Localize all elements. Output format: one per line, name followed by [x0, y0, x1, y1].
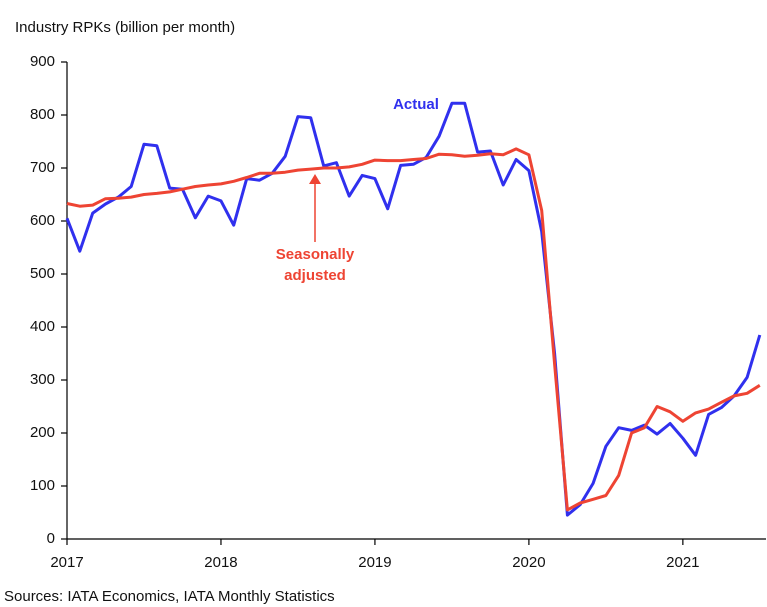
y-tick-label: 700	[30, 159, 55, 176]
annotation: Seasonally	[276, 246, 355, 263]
source-note: Sources: IATA Economics, IATA Monthly St…	[4, 588, 335, 605]
y-tick-label: 500	[30, 265, 55, 282]
chart-title: Industry RPKs (billion per month)	[15, 19, 235, 36]
x-tick-label: 2019	[358, 554, 391, 571]
annotation-arrowhead	[309, 174, 321, 184]
annotation: adjusted	[284, 267, 346, 284]
y-tick-label: 600	[30, 212, 55, 229]
x-tick-label: 2017	[50, 554, 83, 571]
y-tick-label: 900	[30, 53, 55, 70]
series-line	[66, 147, 761, 512]
y-tick-label: 800	[30, 106, 55, 123]
y-tick-label: 200	[30, 424, 55, 441]
series-line	[65, 101, 762, 517]
y-tick-label: 0	[47, 530, 55, 547]
x-tick-label: 2020	[512, 554, 545, 571]
x-tick-label: 2018	[204, 554, 237, 571]
x-tick-label: 2021	[666, 554, 699, 571]
y-tick-label: 400	[30, 318, 55, 335]
annotation: Actual	[393, 96, 439, 113]
y-tick-label: 300	[30, 371, 55, 388]
y-tick-label: 100	[30, 477, 55, 494]
